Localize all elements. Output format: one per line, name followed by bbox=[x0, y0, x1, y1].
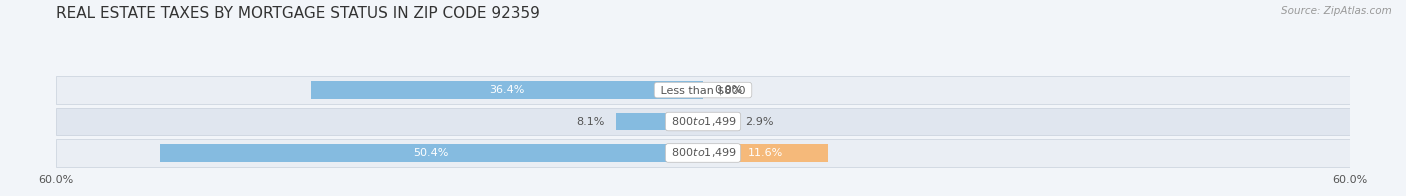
Bar bbox=[616, 113, 703, 130]
Text: Less than $800: Less than $800 bbox=[657, 85, 749, 95]
Bar bbox=[56, 76, 1350, 104]
Text: Source: ZipAtlas.com: Source: ZipAtlas.com bbox=[1281, 6, 1392, 16]
Bar bbox=[160, 144, 703, 162]
Text: $800 to $1,499: $800 to $1,499 bbox=[668, 146, 738, 160]
Bar bbox=[56, 139, 1350, 167]
Bar bbox=[703, 144, 828, 162]
Text: $800 to $1,499: $800 to $1,499 bbox=[668, 115, 738, 128]
Text: 50.4%: 50.4% bbox=[413, 148, 449, 158]
Text: 36.4%: 36.4% bbox=[489, 85, 524, 95]
Bar bbox=[311, 81, 703, 99]
Text: 2.9%: 2.9% bbox=[745, 116, 773, 127]
Text: 0.0%: 0.0% bbox=[714, 85, 742, 95]
Text: 11.6%: 11.6% bbox=[748, 148, 783, 158]
Text: 8.1%: 8.1% bbox=[576, 116, 605, 127]
Bar bbox=[703, 113, 734, 130]
Bar bbox=[56, 108, 1350, 135]
Text: REAL ESTATE TAXES BY MORTGAGE STATUS IN ZIP CODE 92359: REAL ESTATE TAXES BY MORTGAGE STATUS IN … bbox=[56, 6, 540, 21]
